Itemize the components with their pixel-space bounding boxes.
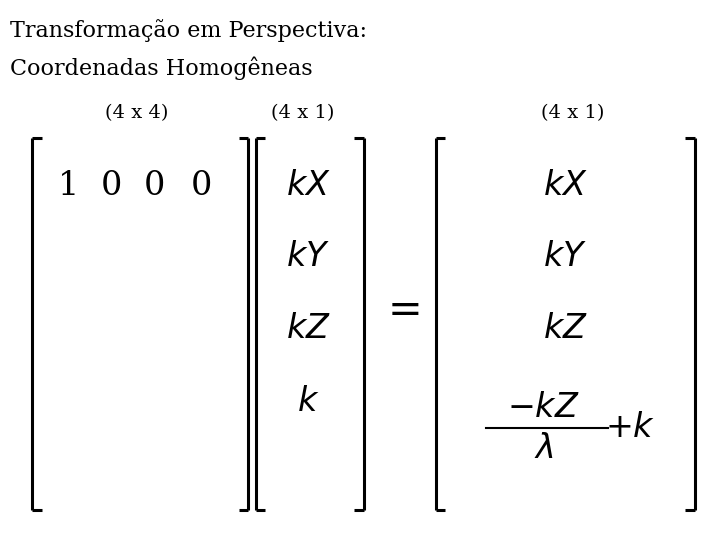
Text: $-kZ$: $-kZ$ bbox=[507, 392, 580, 424]
Text: (4 x 1): (4 x 1) bbox=[541, 104, 604, 123]
Text: 1: 1 bbox=[58, 170, 79, 202]
Text: $kY$: $kY$ bbox=[544, 240, 587, 273]
Text: $kZ$: $kZ$ bbox=[286, 313, 330, 346]
Text: $kY$: $kY$ bbox=[287, 240, 330, 273]
Text: 0: 0 bbox=[191, 170, 212, 202]
Text: $k$: $k$ bbox=[297, 386, 320, 418]
Text: $kX$: $kX$ bbox=[286, 170, 330, 202]
Text: (4 x 4): (4 x 4) bbox=[105, 104, 168, 123]
Text: (4 x 1): (4 x 1) bbox=[271, 104, 334, 123]
Text: $\lambda$: $\lambda$ bbox=[534, 433, 554, 465]
Text: 0: 0 bbox=[144, 170, 166, 202]
Text: Coordenadas Homogêneas: Coordenadas Homogêneas bbox=[10, 57, 312, 80]
Text: 0: 0 bbox=[101, 170, 122, 202]
Text: $+k$: $+k$ bbox=[605, 412, 655, 444]
Text: $kX$: $kX$ bbox=[543, 170, 588, 202]
Text: $=$: $=$ bbox=[379, 287, 420, 329]
Text: $kZ$: $kZ$ bbox=[543, 313, 588, 346]
Text: Transformação em Perspectiva:: Transformação em Perspectiva: bbox=[10, 19, 367, 42]
